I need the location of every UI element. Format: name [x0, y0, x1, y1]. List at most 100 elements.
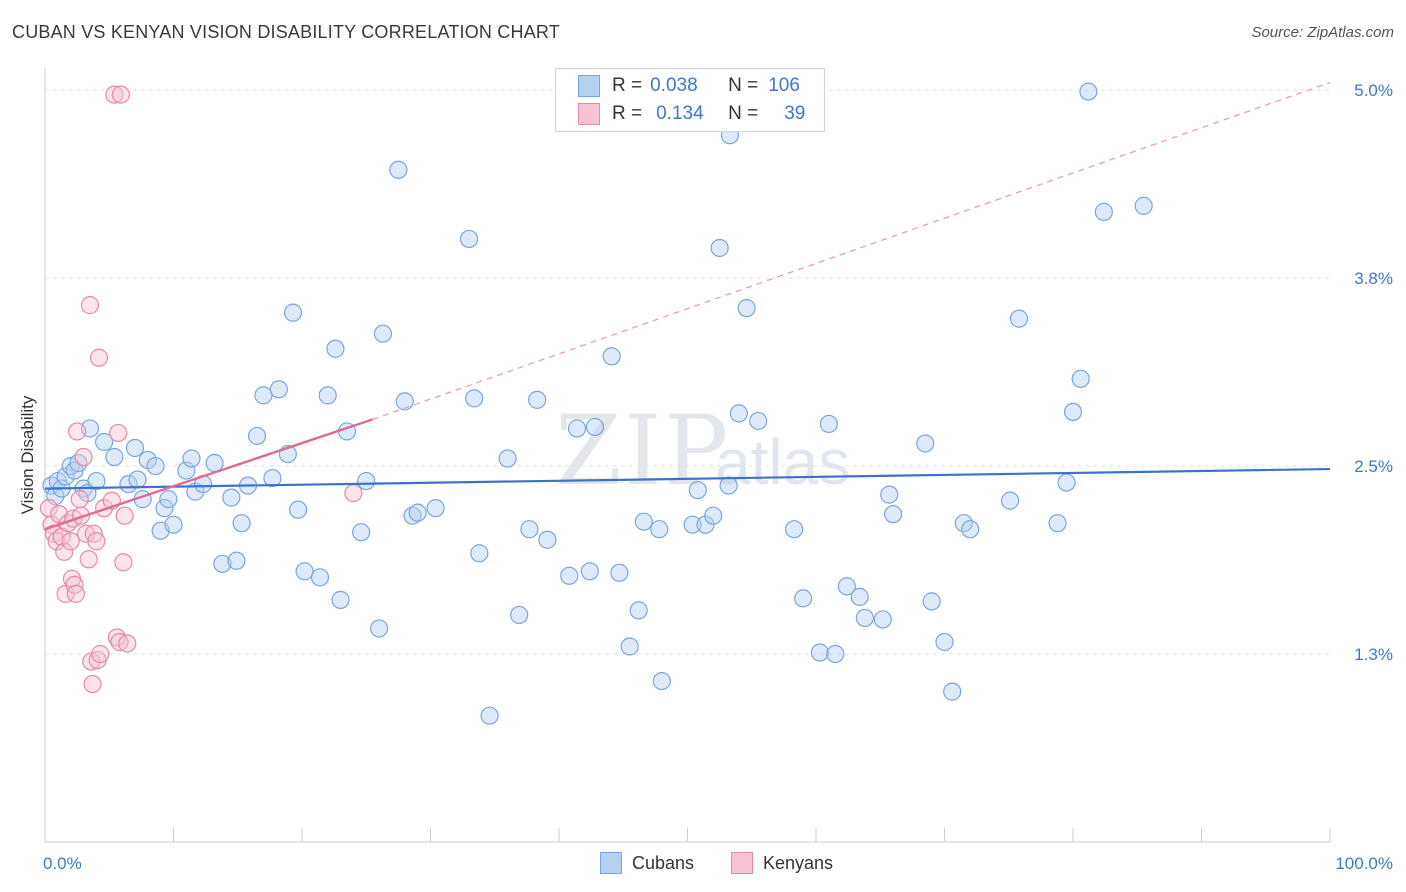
- cuban-point: [610, 563, 629, 582]
- bottom-kenyans-label: Kenyans: [763, 852, 834, 873]
- x-tick-label-min: 0.0%: [43, 854, 82, 873]
- kenyan-point: [71, 506, 91, 525]
- cuban-point: [318, 386, 337, 405]
- cuban-point: [602, 347, 621, 366]
- cuban-point: [155, 499, 174, 518]
- cuban-point: [56, 467, 75, 486]
- y-tick-label: 5.0%: [1354, 81, 1393, 100]
- bottom-kenyans-swatch: [731, 852, 753, 874]
- cuban-point: [164, 515, 183, 534]
- kenyan-point: [55, 542, 74, 561]
- cuban-point: [95, 432, 114, 452]
- cuban-point: [498, 449, 517, 468]
- cuban-point: [426, 499, 445, 518]
- cuban-point: [263, 468, 282, 488]
- cuban-point: [729, 404, 749, 423]
- kenyan-point: [77, 524, 96, 543]
- kenyan-point: [111, 85, 130, 104]
- kenyan-point: [70, 490, 89, 509]
- cuban-point: [326, 339, 345, 358]
- cuban-point: [873, 610, 892, 629]
- cuban-point: [357, 471, 376, 491]
- cuban-point: [177, 461, 196, 480]
- cuban-point: [232, 514, 251, 533]
- cuban-point: [943, 682, 962, 701]
- cuban-point: [688, 481, 707, 500]
- cuban-point: [310, 568, 330, 587]
- cuban-point: [1079, 82, 1098, 101]
- cuban-point: [794, 589, 813, 608]
- correlation-legend: R = 0.038 N = 106 R = 0.134 N = 39: [555, 68, 825, 132]
- cuban-point: [331, 590, 350, 609]
- kenyan-trend-line: [44, 418, 374, 531]
- cuban-point: [125, 438, 145, 458]
- cuban-point: [850, 587, 869, 606]
- kenyan-point: [61, 532, 80, 551]
- cuban-point: [710, 238, 729, 258]
- kenyans-n-label: N =: [728, 103, 759, 124]
- kenyan-point: [110, 632, 129, 652]
- cuban-point: [634, 512, 653, 531]
- cuban-point: [283, 303, 303, 322]
- cuban-point: [87, 471, 106, 491]
- cubans-n-value: 106: [768, 75, 800, 96]
- cuban-point: [837, 577, 856, 596]
- cuban-point: [352, 523, 371, 542]
- cuban-point: [146, 456, 165, 476]
- cuban-point: [819, 414, 838, 434]
- kenyans-r-label: R =: [612, 103, 643, 124]
- cuban-point: [749, 411, 768, 431]
- cuban-point: [247, 426, 267, 446]
- cuban-point: [719, 476, 738, 495]
- cuban-point: [629, 601, 648, 620]
- cuban-point: [1094, 202, 1113, 221]
- cuban-point: [1048, 514, 1067, 533]
- bottom-cubans-label: Cubans: [632, 852, 695, 873]
- cuban-point: [567, 419, 587, 438]
- cuban-point: [560, 566, 579, 585]
- kenyan-point: [74, 447, 93, 467]
- legend-row-cubans: R = 0.038 N = 106: [578, 73, 800, 99]
- cuban-point: [1009, 309, 1029, 328]
- y-tick-label: 1.3%: [1354, 645, 1393, 664]
- cuban-point: [465, 389, 484, 408]
- cuban-point: [370, 619, 389, 638]
- x-tick-label-max: 100.0%: [1335, 854, 1393, 873]
- cuban-point: [880, 485, 899, 504]
- cuban-point: [480, 706, 499, 725]
- cubans-r-value: 0.038: [650, 75, 698, 96]
- bottom-legend-cubans: Cubans: [600, 852, 694, 874]
- cubans-n-label: N =: [728, 75, 759, 96]
- cuban-point: [403, 506, 422, 525]
- cuban-point: [408, 503, 427, 522]
- cuban-point: [182, 449, 201, 468]
- legend-row-kenyans: R = 0.134 N = 39: [578, 101, 805, 127]
- cuban-point: [205, 453, 224, 473]
- kenyans-r-value: 0.134: [656, 103, 704, 124]
- kenyan-point: [68, 422, 87, 441]
- cuban-point: [470, 544, 489, 563]
- cuban-trend-line: [44, 467, 1331, 490]
- cuban-point: [916, 434, 935, 453]
- kenyans-swatch: [578, 103, 600, 125]
- cuban-point: [961, 520, 980, 539]
- y-tick-label: 3.8%: [1354, 269, 1393, 288]
- cuban-point: [650, 520, 669, 539]
- cuban-point: [395, 392, 414, 411]
- cuban-point: [528, 390, 547, 409]
- cuban-point: [128, 470, 147, 489]
- kenyan-point: [115, 506, 134, 525]
- cubans-r-label: R =: [612, 75, 643, 96]
- cuban-point: [159, 490, 178, 509]
- kenyan-point: [80, 296, 100, 315]
- cuban-point: [1063, 402, 1083, 421]
- cuban-point: [704, 506, 723, 525]
- kenyan-point: [66, 584, 85, 603]
- bottom-cubans-swatch: [600, 852, 622, 874]
- kenyan-point: [79, 550, 98, 569]
- watermark-zip: ZIP: [555, 395, 731, 507]
- kenyan-point: [109, 423, 128, 443]
- cuban-point: [683, 515, 702, 534]
- source-label: Source: ZipAtlas.com: [1251, 24, 1394, 41]
